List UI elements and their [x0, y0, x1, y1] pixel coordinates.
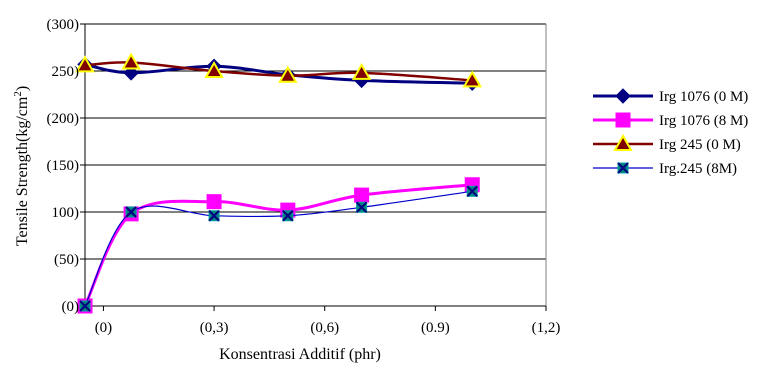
- legend-item-0-label: Irg 1076 (0 M): [659, 89, 748, 105]
- series-2-point-3: [278, 65, 298, 83]
- y-tick-label-0: (0): [62, 299, 80, 315]
- y-axis-title-main: Tensile Strength(kg/cm: [14, 96, 31, 246]
- y-axis-title: Tensile Strength(kg/cm2): [12, 86, 31, 246]
- series-2: [75, 52, 482, 88]
- legend-item-2-marker-shape: [613, 133, 633, 151]
- series-3-point-5-cross: [466, 185, 478, 198]
- series-3-point-2: [208, 210, 220, 222]
- tick-labels: (0) (50) 100) (150) (200) 250) (300) (0) (0,3) (0…: [47, 17, 561, 336]
- series-3-point-4-cross: [355, 201, 368, 214]
- series-2-point-5: [462, 70, 482, 88]
- series-2-point-4-shape: [351, 62, 372, 80]
- y-tick-label-5: 250): [52, 64, 80, 80]
- legend-item-3-label: Irg.245 (8M): [659, 161, 737, 177]
- series-2-point-1-shape: [121, 52, 141, 70]
- series-3-point-2-cross: [208, 210, 220, 222]
- x-tick-label-3: (0.9): [421, 320, 450, 336]
- series-2-point-4: [351, 62, 372, 80]
- y-tick-label-6: (300): [47, 17, 80, 33]
- legend-item-3-marker: [617, 162, 629, 174]
- series-3-point-1-cross: [125, 206, 137, 218]
- series-1-point-4-shape: [354, 187, 370, 203]
- axes-layer: [80, 23, 547, 311]
- y-tick-label-3: (150): [47, 158, 80, 174]
- series-3-point-4: [355, 201, 368, 214]
- legend-item-3-marker-cross: [617, 162, 629, 174]
- x-tick-label-2: (0,6): [310, 320, 339, 336]
- x-tick-label-0: (0): [95, 320, 113, 336]
- legend-item-1-marker: [615, 112, 631, 128]
- y-tick-label-4: (200): [47, 111, 80, 127]
- series-3-point-0-cross: [79, 300, 91, 312]
- x-tick-label-1: (0,3): [200, 320, 229, 336]
- legend-item-0-marker-shape: [615, 88, 631, 104]
- grid-layer: [85, 23, 546, 260]
- series-layer: [75, 52, 482, 314]
- series-1-point-4: [354, 187, 370, 203]
- legend-item-0: Irg 1076 (0 M): [593, 88, 748, 105]
- series-3-point-0: [79, 300, 91, 312]
- series-3-line: [84, 190, 473, 307]
- legend-item-1: Irg 1076 (8 M): [593, 112, 748, 129]
- y-tick-label-2: 100): [52, 205, 80, 221]
- series-3-point-1: [125, 206, 137, 218]
- series-2-point-0-shape: [75, 55, 95, 73]
- series-2-point-3-shape: [278, 65, 298, 83]
- legend-item-2: Irg 245 (0 M): [593, 133, 741, 153]
- legend: Irg 1076 (0 M) Irg 1076 (8 M) Irg 245 (0 M…: [593, 88, 748, 177]
- legend-item-2-label: Irg 245 (0 M): [659, 137, 741, 153]
- series-1-line: [83, 183, 473, 307]
- series-1: [77, 177, 480, 314]
- series-2-point-0: [75, 55, 95, 73]
- series-2-point-2: [204, 60, 224, 78]
- legend-item-1-label: Irg 1076 (8 M): [659, 113, 748, 129]
- legend-item-1-marker-shape: [615, 112, 631, 128]
- legend-item-3: Irg.245 (8M): [593, 161, 737, 177]
- series-3-point-3: [282, 210, 294, 222]
- x-axis-title: Konsentrasi Additif (phr): [219, 346, 381, 363]
- series-2-point-5-shape: [462, 70, 482, 88]
- series-3-point-5: [466, 185, 478, 198]
- series-3-point-3-cross: [282, 210, 294, 222]
- y-axis-title-superscript: 2: [12, 91, 24, 97]
- series-2-point-1: [121, 52, 141, 70]
- series-1-point-2-shape: [206, 194, 222, 210]
- y-axis-title-tail: ): [14, 86, 31, 91]
- y-tick-label-1: (50): [54, 252, 79, 268]
- series-1-point-2: [206, 194, 222, 210]
- legend-item-0-marker: [615, 88, 631, 104]
- series-2-point-2-shape: [204, 60, 224, 78]
- series-0-line: [84, 62, 473, 85]
- x-tick-label-4: (1,2): [532, 320, 561, 336]
- series-3: [79, 185, 478, 312]
- legend-item-2-marker: [613, 133, 633, 151]
